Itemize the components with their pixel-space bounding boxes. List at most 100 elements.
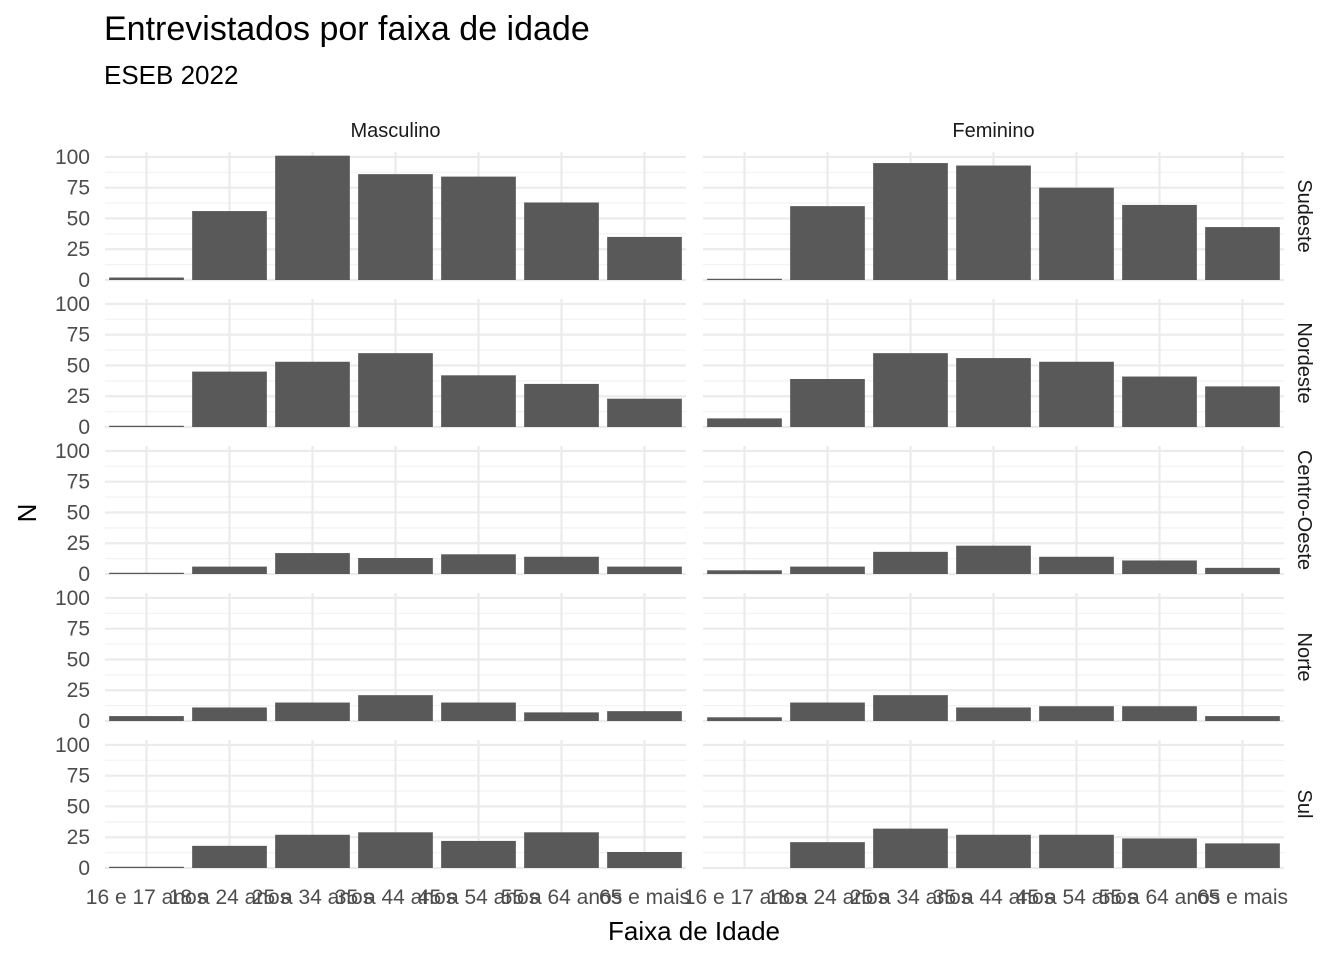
y-tick-label: 0	[78, 857, 90, 880]
bar-sudeste-feminino-6	[1205, 227, 1280, 280]
bar-centro-oeste-feminino-2	[873, 551, 948, 574]
x-tick-label: 65 e mais	[1197, 886, 1288, 909]
panel-norte-masculino: 0 25 50 75 100	[55, 587, 686, 733]
bar-sudeste-masculino-1	[192, 211, 267, 280]
bar-sudeste-feminino-3	[956, 165, 1031, 280]
bar-sudeste-feminino-5	[1122, 204, 1197, 280]
bar-sul-masculino-0	[109, 866, 184, 868]
bar-norte-masculino-1	[192, 707, 267, 721]
y-tick-label: 0	[78, 563, 90, 586]
bar-norte-masculino-5	[524, 712, 599, 721]
y-tick-label: 50	[67, 648, 90, 671]
bar-sudeste-masculino-5	[524, 202, 599, 280]
strip-label-nordeste: Nordeste	[1293, 322, 1315, 403]
x-tick-label: 16 e 17 anos	[86, 886, 207, 909]
x-tick-label: 65 e mais	[599, 886, 690, 909]
bar-norte-feminino-5	[1122, 706, 1197, 721]
x-tick-label: 18 a 24 anos	[767, 886, 888, 909]
bar-sudeste-masculino-2	[275, 155, 350, 280]
y-tick-label: 25	[67, 826, 90, 849]
bar-nordeste-feminino-0	[707, 418, 782, 427]
x-tick-label: 55 a 64 anos	[1099, 886, 1220, 909]
bar-sudeste-feminino-1	[790, 206, 865, 280]
bar-nordeste-masculino-4	[441, 375, 516, 427]
panel-centro-oeste-masculino: 0 25 50 75 100	[55, 440, 686, 586]
bar-norte-masculino-6	[607, 711, 682, 721]
bar-nordeste-feminino-4	[1039, 361, 1114, 427]
strip-label-masculino: Masculino	[350, 120, 440, 142]
bar-nordeste-masculino-2	[275, 361, 350, 427]
bar-sul-feminino-5	[1122, 838, 1197, 868]
panel-norte-feminino	[703, 593, 1284, 723]
panel-sudeste-feminino	[703, 152, 1284, 282]
bar-norte-feminino-0	[707, 717, 782, 721]
y-tick-label: 100	[55, 587, 90, 610]
panel-centro-oeste-feminino	[703, 446, 1284, 576]
y-tick-label: 75	[67, 618, 90, 641]
strip-label-centro-oeste: Centro-Oeste	[1293, 450, 1315, 570]
bar-norte-feminino-2	[873, 695, 948, 721]
y-tick-label: 50	[67, 501, 90, 524]
y-tick-label: 75	[67, 765, 90, 788]
y-tick-label: 75	[67, 324, 90, 347]
bar-centro-oeste-feminino-3	[956, 545, 1031, 574]
chart-title: Entrevistados por faixa de idade	[104, 10, 590, 48]
y-tick-label: 25	[67, 679, 90, 702]
y-tick-label: 25	[67, 238, 90, 261]
y-tick-label: 100	[55, 734, 90, 757]
bar-centro-oeste-masculino-6	[607, 566, 682, 574]
panel-nordeste-feminino	[703, 299, 1284, 429]
strip-label-sul: Sul	[1293, 790, 1315, 819]
bar-sudeste-masculino-3	[358, 174, 433, 280]
y-tick-label: 75	[67, 177, 90, 200]
bar-centro-oeste-feminino-5	[1122, 560, 1197, 574]
y-tick-label: 25	[67, 385, 90, 408]
bar-sul-feminino-3	[956, 834, 1031, 868]
bar-sul-masculino-1	[192, 845, 267, 868]
x-axis-title: Faixa de Idade	[608, 916, 780, 946]
bar-norte-feminino-4	[1039, 706, 1114, 721]
bar-nordeste-feminino-1	[790, 379, 865, 427]
y-tick-label: 0	[78, 416, 90, 439]
y-tick-label: 100	[55, 146, 90, 169]
y-tick-label: 25	[67, 532, 90, 555]
bar-nordeste-feminino-3	[956, 358, 1031, 427]
y-tick-label: 50	[67, 795, 90, 818]
bar-sudeste-masculino-4	[441, 176, 516, 280]
y-axis-title: N	[12, 504, 42, 523]
bar-norte-masculino-0	[109, 716, 184, 721]
bar-sul-masculino-2	[275, 834, 350, 868]
strip-label-sudeste: Sudeste	[1293, 179, 1315, 252]
y-tick-label: 75	[67, 471, 90, 494]
bar-nordeste-masculino-0	[109, 425, 184, 427]
bar-sul-masculino-3	[358, 832, 433, 868]
bar-centro-oeste-feminino-6	[1205, 567, 1280, 574]
bar-nordeste-feminino-5	[1122, 376, 1197, 427]
strip-label-norte: Norte	[1293, 633, 1315, 682]
bar-sul-feminino-4	[1039, 834, 1114, 868]
bar-norte-feminino-6	[1205, 716, 1280, 721]
bar-centro-oeste-masculino-3	[358, 558, 433, 574]
panel-sudeste-masculino: 0 25 50 75 100	[55, 146, 686, 292]
bar-nordeste-masculino-6	[607, 398, 682, 427]
strip-label-feminino: Feminino	[952, 120, 1034, 142]
bar-centro-oeste-masculino-2	[275, 553, 350, 574]
bar-centro-oeste-masculino-0	[109, 572, 184, 574]
bar-sul-masculino-5	[524, 832, 599, 868]
x-tick-label: 45 a 54 anos	[1016, 886, 1137, 909]
x-tick-label: 25 a 34 anos	[850, 886, 971, 909]
bar-centro-oeste-masculino-5	[524, 556, 599, 574]
bar-norte-feminino-3	[956, 707, 1031, 721]
panel-nordeste-masculino: 0 25 50 75 100	[55, 293, 686, 439]
bar-sudeste-masculino-0	[109, 277, 184, 280]
bar-sudeste-feminino-2	[873, 163, 948, 280]
y-tick-label: 100	[55, 440, 90, 463]
bar-nordeste-masculino-1	[192, 371, 267, 427]
bar-centro-oeste-feminino-0	[707, 570, 782, 574]
x-tick-label: 45 a 54 anos	[418, 886, 539, 909]
x-tick-label: 35 a 44 anos	[335, 886, 456, 909]
bar-sudeste-feminino-0	[707, 278, 782, 280]
chart-subtitle: ESEB 2022	[104, 60, 238, 90]
